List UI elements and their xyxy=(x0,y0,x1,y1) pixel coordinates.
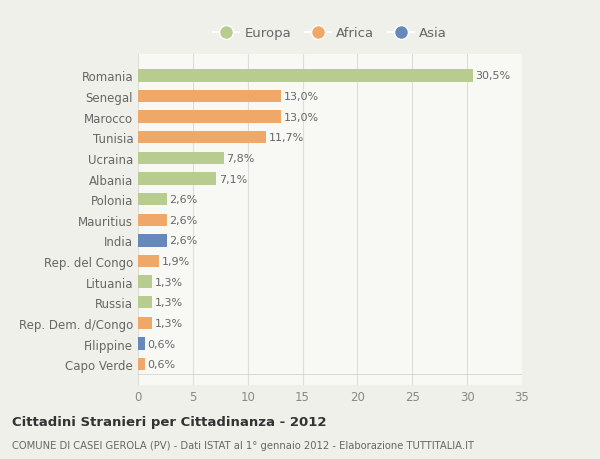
Bar xyxy=(138,91,281,103)
Bar xyxy=(138,276,152,288)
Text: 1,3%: 1,3% xyxy=(155,297,183,308)
Text: 11,7%: 11,7% xyxy=(269,133,304,143)
Bar xyxy=(138,358,145,370)
Text: 2,6%: 2,6% xyxy=(169,195,197,205)
Text: 2,6%: 2,6% xyxy=(169,215,197,225)
Text: 13,0%: 13,0% xyxy=(283,92,319,102)
Text: Cittadini Stranieri per Cittadinanza - 2012: Cittadini Stranieri per Cittadinanza - 2… xyxy=(12,415,326,428)
Bar xyxy=(138,173,216,185)
Bar xyxy=(138,132,266,144)
Bar xyxy=(138,297,152,309)
Legend: Europa, Africa, Asia: Europa, Africa, Asia xyxy=(208,22,452,45)
Bar xyxy=(138,235,167,247)
Text: 13,0%: 13,0% xyxy=(283,112,319,123)
Bar xyxy=(138,317,152,330)
Text: 2,6%: 2,6% xyxy=(169,236,197,246)
Text: 7,8%: 7,8% xyxy=(226,154,254,163)
Text: COMUNE DI CASEI GEROLA (PV) - Dati ISTAT al 1° gennaio 2012 - Elaborazione TUTTI: COMUNE DI CASEI GEROLA (PV) - Dati ISTAT… xyxy=(12,440,474,450)
Bar xyxy=(138,70,473,83)
Text: 0,6%: 0,6% xyxy=(148,359,175,369)
Bar xyxy=(138,111,281,123)
Text: 7,1%: 7,1% xyxy=(218,174,247,184)
Text: 1,9%: 1,9% xyxy=(161,257,190,267)
Text: 30,5%: 30,5% xyxy=(475,71,511,81)
Bar xyxy=(138,255,159,268)
Text: 1,3%: 1,3% xyxy=(155,318,183,328)
Text: 0,6%: 0,6% xyxy=(148,339,175,349)
Bar xyxy=(138,214,167,226)
Bar xyxy=(138,152,224,165)
Bar xyxy=(138,338,145,350)
Bar xyxy=(138,194,167,206)
Text: 1,3%: 1,3% xyxy=(155,277,183,287)
